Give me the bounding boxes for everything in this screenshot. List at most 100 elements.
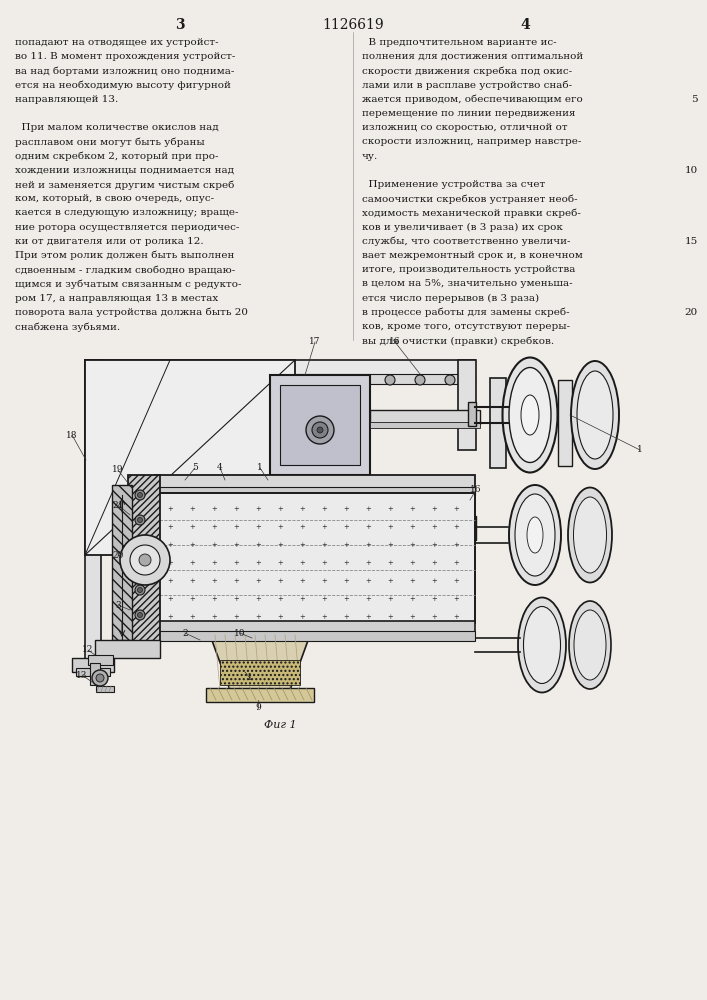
Text: изложниц со скоростью, отличной от: изложниц со скоростью, отличной от bbox=[362, 123, 568, 132]
Text: вает межремонтный срок и, в конечном: вает межремонтный срок и, в конечном bbox=[362, 251, 583, 260]
Text: расплавом они могут быть убраны: расплавом они могут быть убраны bbox=[15, 137, 205, 147]
Text: +: + bbox=[277, 505, 283, 513]
Text: +: + bbox=[343, 595, 349, 603]
Text: Применение устройства за счет: Применение устройства за счет bbox=[362, 180, 545, 189]
Text: +: + bbox=[365, 577, 371, 585]
Ellipse shape bbox=[568, 488, 612, 582]
Circle shape bbox=[137, 587, 143, 592]
Text: +: + bbox=[189, 577, 195, 585]
Text: +: + bbox=[387, 505, 393, 513]
Text: 3: 3 bbox=[115, 600, 121, 609]
Text: 15: 15 bbox=[685, 237, 698, 246]
Text: +: + bbox=[409, 523, 415, 531]
Bar bbox=[458, 360, 476, 450]
Bar bbox=[88, 655, 113, 665]
Text: +: + bbox=[233, 505, 239, 513]
Text: +: + bbox=[431, 505, 437, 513]
Bar bbox=[76, 668, 110, 676]
Text: +: + bbox=[409, 595, 415, 603]
Bar bbox=[468, 516, 476, 540]
Text: +: + bbox=[321, 541, 327, 549]
Ellipse shape bbox=[574, 610, 606, 680]
Text: +: + bbox=[189, 613, 195, 621]
Text: скорости движения скребка под окис-: скорости движения скребка под окис- bbox=[362, 66, 572, 76]
Circle shape bbox=[137, 518, 143, 522]
Text: попадают на отводящее их устройст-: попадают на отводящее их устройст- bbox=[15, 38, 218, 47]
Text: +: + bbox=[321, 613, 327, 621]
Text: кается в следующую изложницу; враще-: кается в следующую изложницу; враще- bbox=[15, 208, 238, 217]
Circle shape bbox=[137, 558, 143, 562]
Circle shape bbox=[92, 670, 108, 686]
Text: 10: 10 bbox=[685, 166, 698, 175]
Text: скорости изложниц, например навстре-: скорости изложниц, например навстре- bbox=[362, 137, 581, 146]
Text: +: + bbox=[431, 541, 437, 549]
Ellipse shape bbox=[521, 395, 539, 435]
Text: +: + bbox=[211, 559, 217, 567]
Text: 13: 13 bbox=[76, 670, 88, 680]
Text: 17: 17 bbox=[309, 338, 321, 347]
Bar bbox=[90, 663, 100, 685]
Circle shape bbox=[130, 545, 160, 575]
Text: сдвоенным - гладким свободно вращаю-: сдвоенным - гладким свободно вращаю- bbox=[15, 265, 235, 275]
Ellipse shape bbox=[509, 367, 551, 462]
Text: +: + bbox=[453, 595, 459, 603]
Circle shape bbox=[96, 674, 104, 682]
Ellipse shape bbox=[573, 497, 607, 573]
Text: +: + bbox=[409, 541, 415, 549]
Bar bbox=[155, 487, 475, 495]
Circle shape bbox=[135, 515, 145, 525]
Text: +: + bbox=[387, 523, 393, 531]
Text: самоочистки скребков устраняет необ-: самоочистки скребков устраняет необ- bbox=[362, 194, 578, 204]
Text: Фиг 1: Фиг 1 bbox=[264, 720, 296, 730]
Circle shape bbox=[317, 427, 323, 433]
Text: хождении изложницы поднимается над: хождении изложницы поднимается над bbox=[15, 166, 234, 175]
Text: 3: 3 bbox=[175, 18, 185, 32]
Text: +: + bbox=[167, 541, 173, 549]
Text: +: + bbox=[299, 505, 305, 513]
Text: +: + bbox=[365, 559, 371, 567]
Text: +: + bbox=[277, 523, 283, 531]
Text: +: + bbox=[431, 613, 437, 621]
Text: +: + bbox=[365, 541, 371, 549]
Text: +: + bbox=[321, 505, 327, 513]
Text: +: + bbox=[431, 595, 437, 603]
Bar bbox=[155, 475, 475, 489]
Text: 9: 9 bbox=[255, 704, 261, 712]
Text: +: + bbox=[233, 541, 239, 549]
Text: +: + bbox=[453, 613, 459, 621]
Bar bbox=[110, 645, 113, 653]
Text: +: + bbox=[409, 613, 415, 621]
Text: 20: 20 bbox=[685, 308, 698, 317]
Bar bbox=[155, 631, 475, 641]
Text: итоге, производительность устройства: итоге, производительность устройства bbox=[362, 265, 575, 274]
Text: +: + bbox=[167, 613, 173, 621]
Text: +: + bbox=[321, 559, 327, 567]
Text: чу.: чу. bbox=[362, 152, 378, 161]
Text: +: + bbox=[277, 613, 283, 621]
Text: +: + bbox=[211, 505, 217, 513]
Text: +: + bbox=[299, 613, 305, 621]
Text: +: + bbox=[233, 613, 239, 621]
Text: +: + bbox=[167, 577, 173, 585]
Text: При малом количестве окислов над: При малом количестве окислов над bbox=[15, 123, 218, 132]
Text: +: + bbox=[365, 505, 371, 513]
Text: +: + bbox=[255, 595, 261, 603]
Text: +: + bbox=[211, 577, 217, 585]
Text: +: + bbox=[343, 505, 349, 513]
Circle shape bbox=[135, 555, 145, 565]
Text: 2: 2 bbox=[182, 629, 188, 638]
Bar bbox=[112, 485, 132, 640]
Ellipse shape bbox=[518, 597, 566, 692]
Text: В предпочтительном варианте ис-: В предпочтительном варианте ис- bbox=[362, 38, 556, 47]
Circle shape bbox=[312, 422, 328, 438]
Text: 4: 4 bbox=[520, 18, 530, 32]
Text: 12: 12 bbox=[82, 646, 94, 654]
Bar bbox=[85, 360, 295, 555]
Text: ней и заменяется другим чистым скреб: ней и заменяется другим чистым скреб bbox=[15, 180, 235, 190]
Ellipse shape bbox=[569, 601, 611, 689]
Text: 16: 16 bbox=[470, 486, 481, 494]
Text: +: + bbox=[387, 577, 393, 585]
Circle shape bbox=[445, 375, 455, 385]
Text: 20: 20 bbox=[112, 550, 124, 560]
Text: в процессе работы для замены скреб-: в процессе работы для замены скреб- bbox=[362, 308, 570, 317]
